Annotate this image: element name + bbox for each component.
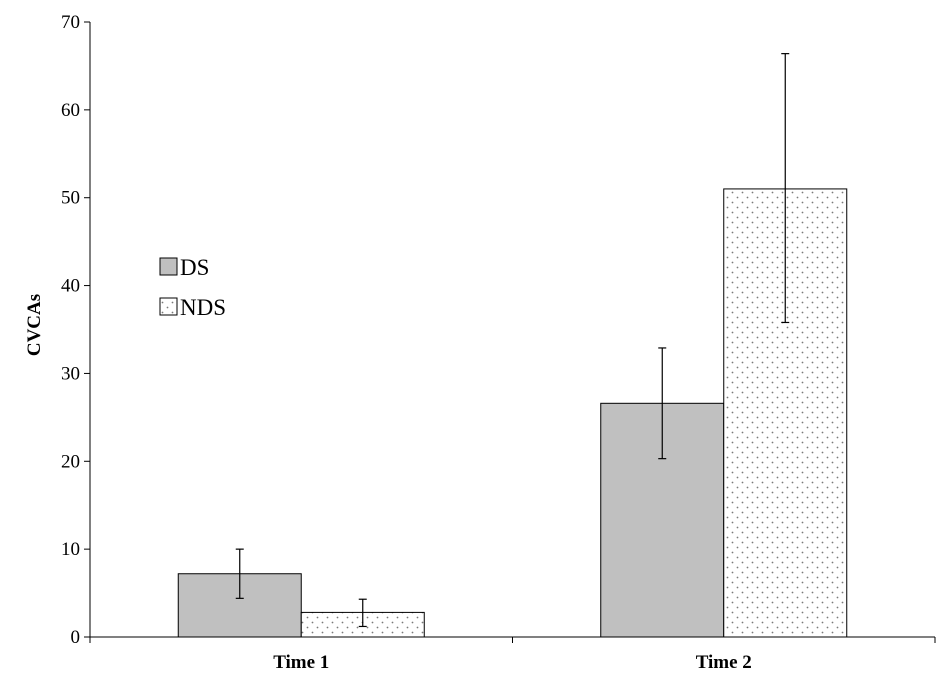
y-tick-label: 70 [61, 12, 80, 33]
y-axis-title: CVCAs [24, 294, 45, 356]
y-tick-label: 40 [61, 276, 80, 297]
legend: DS NDS [159, 255, 226, 320]
legend-label-nds: NDS [180, 295, 226, 320]
axes-layer: 0 10 20 30 40 50 60 70 Time 1 Time 2 [61, 12, 936, 673]
y-tick-label: 50 [61, 188, 80, 209]
x-category-label: Time 1 [273, 652, 329, 673]
legend-swatch-ds [159, 257, 178, 276]
y-tick-label: 20 [61, 451, 80, 472]
bars-layer [177, 188, 848, 638]
y-tick-label: 10 [61, 539, 80, 560]
y-tick-label: 60 [61, 100, 80, 121]
y-tick-label: 30 [61, 363, 80, 384]
x-category-label: Time 2 [696, 652, 752, 673]
y-tick-label: 0 [71, 627, 81, 648]
legend-swatch-nds [159, 297, 178, 316]
error-bars-layer [235, 53, 790, 628]
legend-label-ds: DS [180, 255, 209, 280]
